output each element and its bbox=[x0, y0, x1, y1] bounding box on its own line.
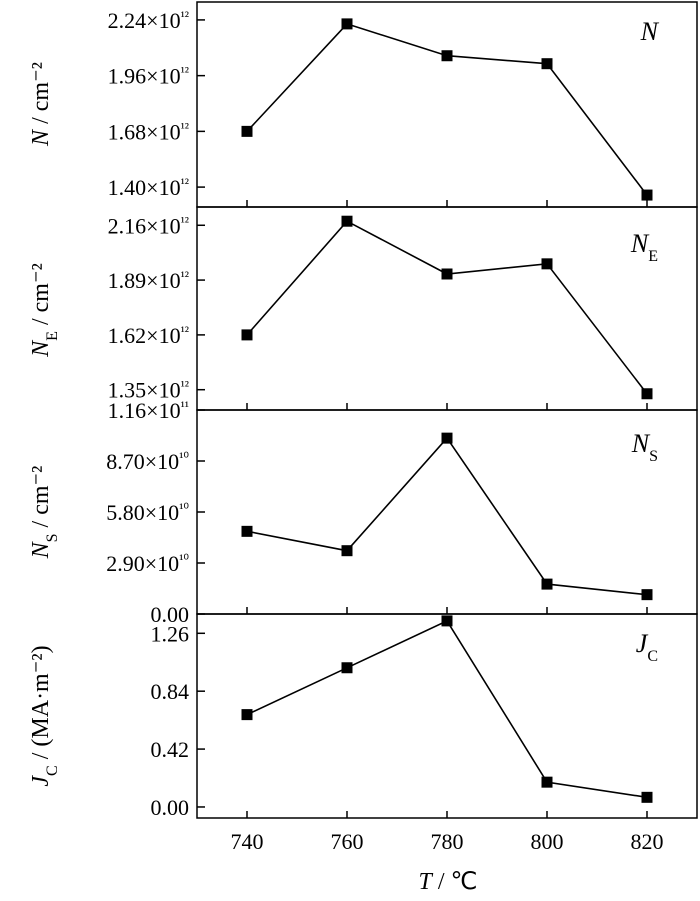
data-point bbox=[341, 545, 353, 557]
y-axis-title-ns: NS / cm⁻² bbox=[28, 466, 61, 560]
series-line-n bbox=[246, 22, 648, 196]
y-tick-label: 8.70×10¹⁰ bbox=[106, 449, 189, 474]
y-tick-label: 1.89×10¹² bbox=[108, 268, 189, 293]
y-tick-label: 1.68×10¹² bbox=[108, 119, 189, 144]
data-point bbox=[441, 268, 453, 280]
data-point bbox=[241, 525, 253, 537]
y-tick-label: 5.80×10¹⁰ bbox=[106, 500, 189, 525]
data-point bbox=[241, 329, 253, 341]
chart-panels: 1.40×10¹² 1.68×10¹² 1.96×10¹² 2.24×10¹² N N /… bbox=[28, 1, 698, 820]
panel-label-n: N bbox=[640, 17, 660, 46]
data-point bbox=[341, 662, 353, 674]
data-point bbox=[241, 125, 253, 137]
panel-n: 1.40×10¹² 1.68×10¹² 1.96×10¹² 2.24×10¹² N N /… bbox=[28, 1, 698, 208]
y-tick-label: 2.24×10¹² bbox=[108, 8, 189, 33]
y-tick-label: 1.26 bbox=[151, 621, 190, 646]
data-point bbox=[641, 388, 653, 400]
data-point bbox=[441, 432, 453, 444]
y-axis-title-n: N / cm⁻² bbox=[28, 62, 54, 147]
data-point bbox=[441, 50, 453, 62]
panel-jc: 0.00 0.42 0.84 1.26 JC JC / (MA·m⁻²) bbox=[28, 613, 698, 820]
data-point bbox=[341, 215, 353, 227]
y-tick-label: 1.96×10¹² bbox=[108, 64, 189, 89]
y-tick-label: 1.35×10¹² bbox=[108, 378, 189, 403]
y-tick-label: 1.62×10¹² bbox=[108, 323, 189, 348]
y-tick-label: 0.84 bbox=[151, 679, 190, 704]
x-axis-title: T / ℃ bbox=[419, 869, 478, 895]
y-tick-label: 1.40×10¹² bbox=[108, 175, 189, 200]
panel-ns: 0.00 2.90×10¹⁰ 5.80×10¹⁰ 8.70×10¹⁰ 1.16×10¹¹… bbox=[28, 398, 698, 627]
data-point bbox=[541, 58, 553, 70]
series-line-ne bbox=[246, 220, 648, 395]
series-line-jc bbox=[246, 619, 648, 799]
data-point bbox=[541, 776, 553, 788]
data-point bbox=[341, 18, 353, 30]
panel-label-ns: NS bbox=[631, 429, 658, 465]
panel-ne: 1.35×10¹² 1.62×10¹² 1.89×10¹² 2.16×10¹² NE NE… bbox=[28, 206, 698, 411]
x-axis: 740 760 780 800 820 bbox=[231, 829, 664, 854]
y-axis-title-jc: JC / (MA·m⁻²) bbox=[28, 645, 61, 786]
series-line-ns bbox=[246, 436, 648, 596]
data-point bbox=[641, 791, 653, 803]
x-tick-label: 740 bbox=[231, 829, 264, 854]
y-tick-label: 2.90×10¹⁰ bbox=[106, 551, 189, 576]
panel-label-ne: NE bbox=[630, 229, 658, 265]
panel-label-jc: JC bbox=[636, 629, 658, 665]
y-axis-title-ne: NE / cm⁻² bbox=[28, 263, 61, 358]
panel-frame bbox=[196, 613, 698, 819]
data-point bbox=[541, 258, 553, 270]
data-point bbox=[641, 189, 653, 201]
panel-frame bbox=[196, 206, 698, 411]
y-tick-label: 0.42 bbox=[151, 737, 190, 762]
y-tick-label: 0.00 bbox=[151, 602, 190, 627]
x-tick-label: 800 bbox=[531, 829, 564, 854]
y-tick-label: 2.16×10¹² bbox=[108, 213, 189, 238]
x-tick-label: 760 bbox=[331, 829, 364, 854]
y-tick-label: 0.00 bbox=[151, 795, 190, 820]
data-point bbox=[241, 709, 253, 721]
x-tick-label: 780 bbox=[431, 829, 464, 854]
x-tick-label: 820 bbox=[631, 829, 664, 854]
data-point bbox=[441, 615, 453, 627]
data-point bbox=[641, 589, 653, 601]
data-point bbox=[541, 578, 553, 590]
y-tick-label: 1.16×10¹¹ bbox=[108, 398, 189, 423]
